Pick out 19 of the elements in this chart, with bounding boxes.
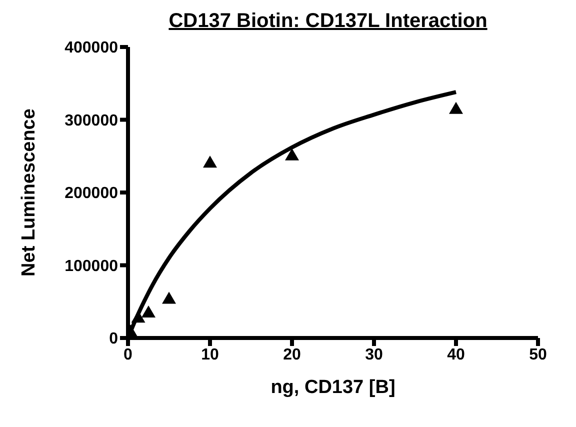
- y-axis-title: Net Luminescence: [18, 108, 40, 276]
- point: [285, 148, 299, 160]
- point: [449, 102, 463, 114]
- y-tick-label: 200000: [64, 185, 118, 202]
- point: [203, 156, 217, 168]
- x-tick-label: 40: [447, 346, 465, 364]
- x-tick-label: 0: [124, 346, 133, 364]
- x-axis-title: ng, CD137 [B]: [270, 377, 396, 398]
- x-tick-label: 30: [365, 346, 383, 364]
- y-tick-label: 300000: [64, 112, 118, 130]
- y-tick-label: 0: [109, 330, 118, 348]
- x-tick-label: 50: [529, 346, 547, 364]
- y-tick-label: 400000: [64, 40, 118, 57]
- chart-title: CD137 Biotin: CD137L Interaction: [168, 10, 488, 33]
- x-tick-label: 10: [201, 346, 219, 364]
- point: [142, 306, 156, 318]
- point: [162, 292, 176, 304]
- x-tick-label: 20: [283, 346, 301, 364]
- y-tick-label: 100000: [64, 258, 118, 275]
